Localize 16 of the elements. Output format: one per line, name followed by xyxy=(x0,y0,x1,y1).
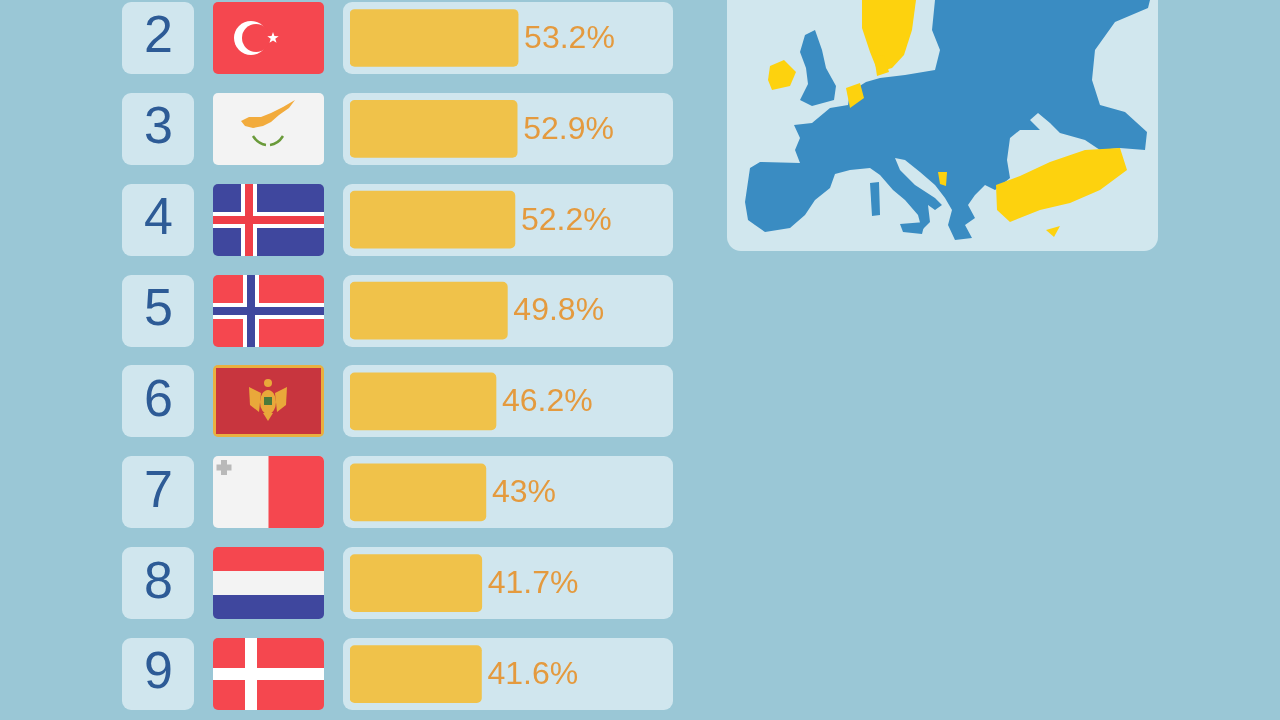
data-label: 53.2% xyxy=(524,18,615,55)
y-tick-label: 6 xyxy=(144,368,173,427)
data-label: 43% xyxy=(491,473,556,510)
data-label: 41.7% xyxy=(487,564,579,600)
data-label: 41.6% xyxy=(487,654,579,691)
y-tick-label: 5 xyxy=(144,277,173,336)
data-label: 52.9% xyxy=(523,109,614,146)
y-tick-label: 9 xyxy=(144,641,173,700)
data-label: 46.2% xyxy=(501,382,593,419)
data-label: 49.8% xyxy=(513,291,605,328)
y-tick-label: 3 xyxy=(144,96,173,155)
data-label: 52.2% xyxy=(520,200,612,237)
y-tick-label: 2 xyxy=(144,5,173,64)
y-tick-label: 7 xyxy=(144,459,173,518)
y-tick-label: 4 xyxy=(144,187,173,246)
y-tick-label: 8 xyxy=(144,550,173,609)
